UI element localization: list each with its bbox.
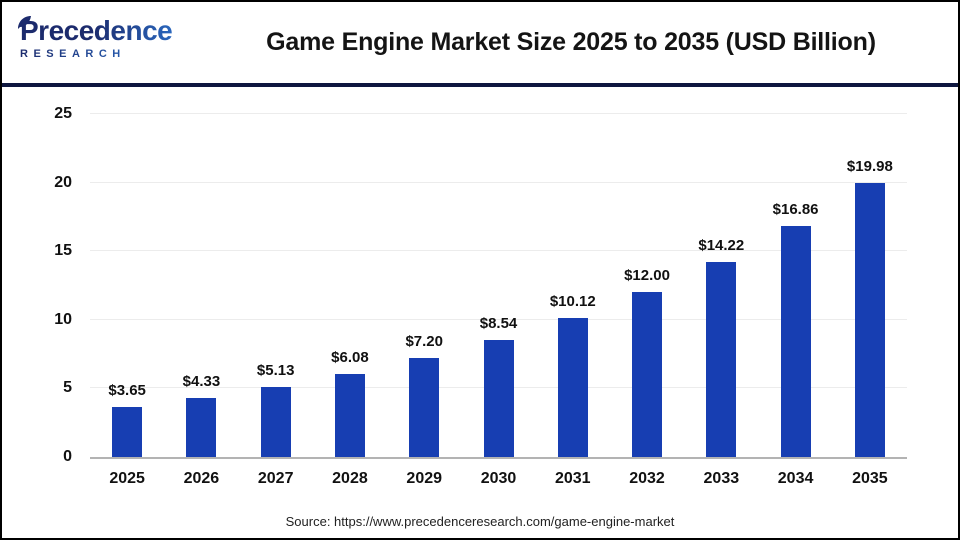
header-divider [2,83,958,87]
y-axis-label-5: 5 [63,379,72,397]
chart-title: Game Engine Market Size 2025 to 2035 (US… [266,28,876,56]
bar-value-label-2033: $14.22 [698,236,745,254]
bar-2029 [409,358,440,457]
y-axis-label-10: 10 [54,310,72,328]
x-axis-label-2029: 2029 [406,470,443,487]
y-axis: 0 5 10 15 20 25 [2,105,78,465]
brand-logo: Precedence RESEARCH [18,15,200,60]
x-axis-label-2032: 2032 [629,470,665,487]
x-axis-label-2027: 2027 [257,470,294,487]
bar-2028 [334,373,365,457]
plot-area: $3.65 2025 $4.33 2026 $5.13 2027 $6.08 2028 $7.2… [90,113,907,487]
x-axis-label-2028: 2028 [332,470,368,487]
x-axis-label-2033: 2033 [703,470,740,487]
gridline-10 [90,318,907,320]
y-axis-label-0: 0 [63,448,72,465]
logo-wordmark: Precedence [18,15,200,46]
bar-2027 [260,386,291,457]
bar-value-label-2028: $6.08 [331,348,369,366]
bar-2030 [483,339,514,457]
x-axis-label-2034: 2034 [777,470,814,487]
x-axis-label-2030: 2030 [480,470,517,487]
bar-value-label-2029: $7.20 [405,333,443,351]
x-axis-label-2031: 2031 [554,470,591,487]
bar-value-label-2025: $3.65 [108,381,146,399]
bar-value-label-2034: $16.86 [772,200,819,218]
gridline-25 [90,113,907,114]
bar-value-label-2027: $5.13 [256,361,295,379]
logo-word-text: Precedence [20,15,173,46]
bar-value-label-2032: $12.00 [624,267,670,285]
bar-value-label-2030: $8.54 [479,314,518,332]
bar-2033 [706,261,737,457]
x-axis-label-2035: 2035 [852,470,888,487]
bar-2025 [112,406,143,457]
source-text: Source: https://www.precedenceresearch.c… [285,514,675,529]
x-axis-label-2025: 2025 [109,470,145,487]
leaf-icon [16,7,32,37]
y-axis-label-15: 15 [54,242,72,260]
bar-value-label-2026: $4.33 [182,372,221,390]
x-axis-label-2026: 2026 [183,470,220,487]
bar-value-label-2035: $19.98 [846,157,893,175]
bar-2034 [780,225,811,457]
bar-value-label-2031: $10.12 [549,293,596,311]
bar-2026 [186,397,217,457]
y-axis-label-25: 25 [54,105,72,122]
bar-2031 [557,318,588,457]
header: Precedence RESEARCH Game Engine Market S… [2,2,958,84]
bar-2032 [632,292,663,457]
gridline-20 [90,181,907,183]
y-axis-label-20: 20 [54,173,72,191]
gridline-15 [90,250,907,252]
bar-2035 [854,182,885,457]
logo-subtext: RESEARCH [20,48,200,60]
